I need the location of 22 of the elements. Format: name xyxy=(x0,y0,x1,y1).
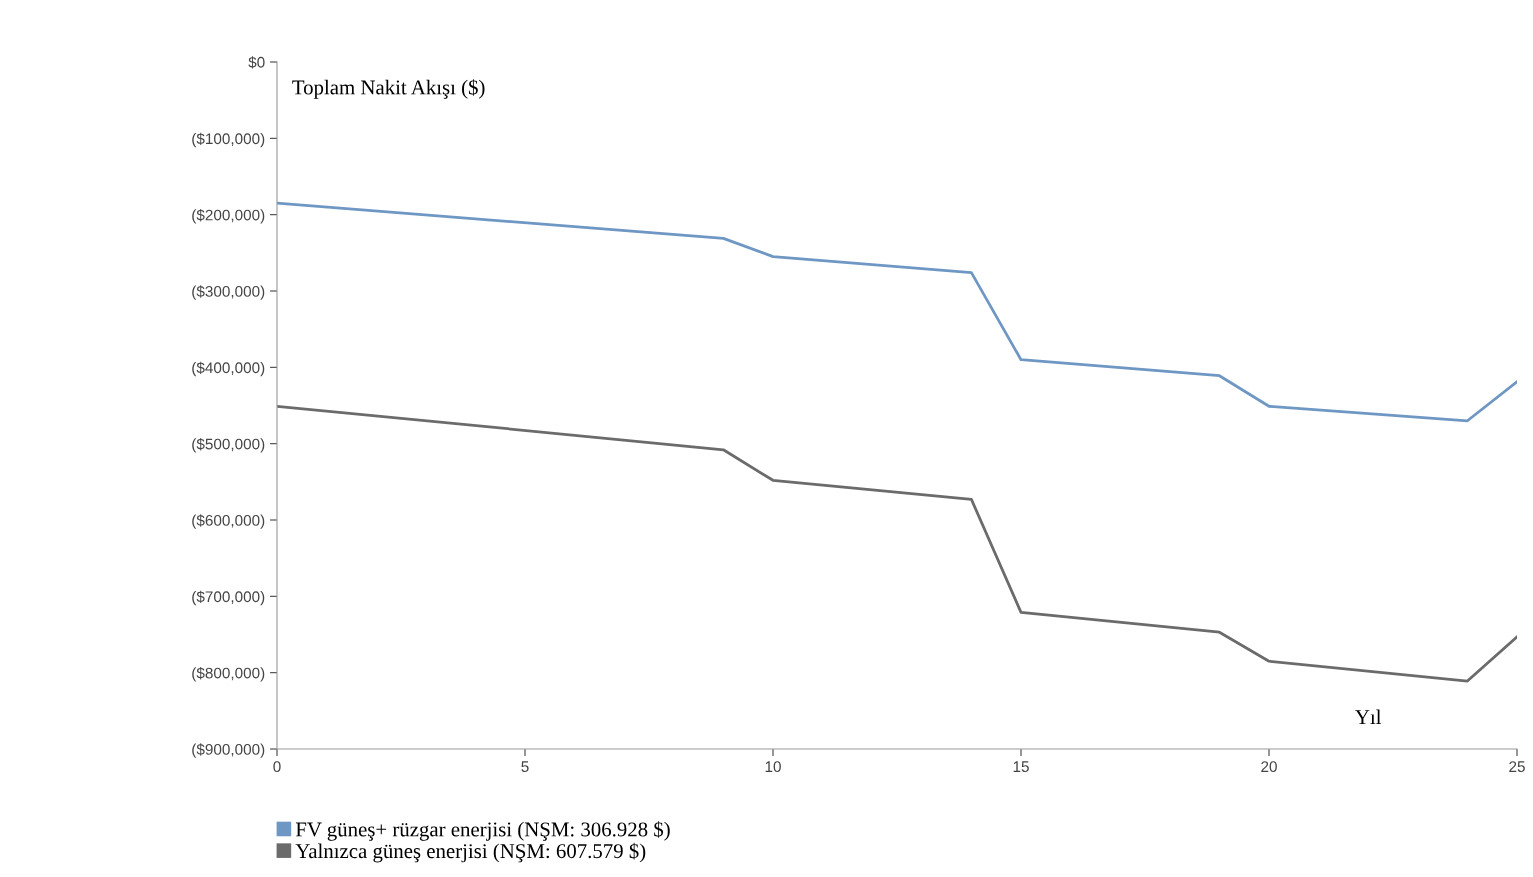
line-series xyxy=(277,201,1517,423)
x-tick-label: 10 xyxy=(765,761,781,773)
x-tick-label: 25 xyxy=(1509,761,1525,773)
line-series xyxy=(277,404,1517,683)
y-tick-label: ($500,000) xyxy=(192,438,265,453)
x-tick-label: 0 xyxy=(273,761,281,773)
x-tick-label: 5 xyxy=(521,761,529,773)
y-tick-label: ($900,000) xyxy=(192,743,265,758)
y-tick-label: ($700,000) xyxy=(192,590,265,606)
y-axis-title: Toplam Nakit Akışı ($) xyxy=(292,79,485,99)
legend-label: Yalnızca güneş enerjisi (NŞM: 607.579 $) xyxy=(295,842,646,863)
y-tick-label: ($100,000) xyxy=(192,132,265,148)
y-tick-label: ($800,000) xyxy=(192,667,265,682)
y-tick-label: ($300,000) xyxy=(192,285,265,300)
x-axis-title: Yıl xyxy=(1355,709,1382,724)
legend-label: FV güneş+ rüzgar enerjisi (NŞM: 306.928 $) xyxy=(295,821,670,841)
y-tick-label: ($400,000) xyxy=(192,361,265,377)
x-tick-label: 20 xyxy=(1261,761,1277,773)
y-tick-label: ($200,000) xyxy=(192,209,265,224)
x-tick-label: 15 xyxy=(1013,761,1029,773)
y-tick-label: $0 xyxy=(248,56,265,69)
y-tick-label: ($600,000) xyxy=(192,514,265,529)
